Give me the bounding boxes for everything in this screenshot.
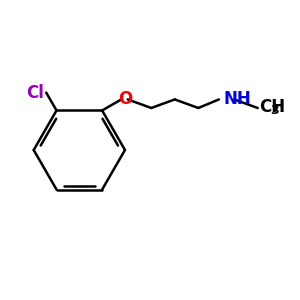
Text: CH: CH xyxy=(259,98,285,116)
Text: NH: NH xyxy=(223,90,251,108)
Text: Cl: Cl xyxy=(26,84,44,102)
Text: 3: 3 xyxy=(270,104,279,117)
Text: O: O xyxy=(118,90,132,108)
